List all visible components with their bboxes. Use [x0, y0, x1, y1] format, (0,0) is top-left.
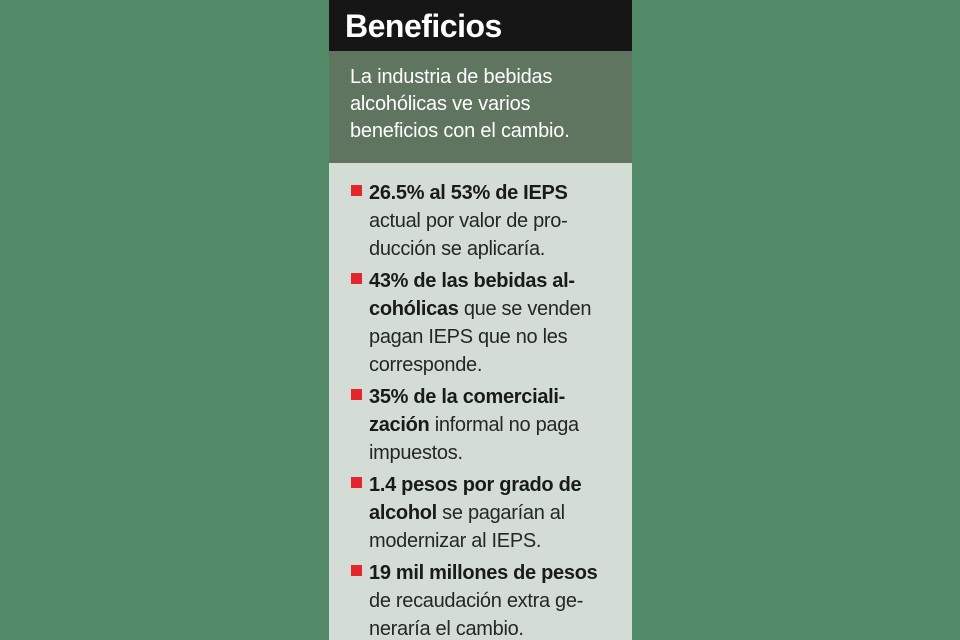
- benefit-line: cohólicas que se venden: [369, 295, 629, 323]
- benefit-text: corresponde.: [369, 354, 483, 376]
- intro-line: beneficios con el cambio.: [350, 120, 570, 142]
- benefit-text: impuestos.: [369, 442, 463, 464]
- intro-box: La industria de bebidas alcohólicas ve v…: [329, 51, 632, 163]
- benefit-text: modernizar al IEPS.: [369, 530, 542, 552]
- benefit-line: neraría el cambio.: [369, 615, 629, 640]
- red-square-bullet-icon: [351, 273, 362, 284]
- intro-line: alcohólicas ve varios: [350, 93, 531, 115]
- red-square-bullet-icon: [351, 185, 362, 196]
- benefit-text: neraría el cambio.: [369, 618, 524, 640]
- benefit-highlight: zación: [369, 414, 430, 436]
- benefit-line: 19 mil millones de pesos: [369, 559, 629, 587]
- red-square-bullet-icon: [351, 389, 362, 400]
- benefit-line: 43% de las bebidas al-: [369, 267, 629, 295]
- benefit-text: de recaudación extra ge-: [369, 590, 584, 612]
- benefit-highlight: alcohol: [369, 502, 437, 524]
- benefit-item: 1.4 pesos por grado de alcohol se pagaría…: [351, 471, 629, 555]
- benefit-text: se pagarían al: [436, 502, 565, 524]
- benefit-highlight: 1.4 pesos por grado de: [369, 474, 582, 496]
- benefit-item: 43% de las bebidas al-cohólicas que se v…: [351, 267, 629, 379]
- intro-line: La industria de bebidas: [350, 66, 553, 88]
- page-title: Beneficios: [345, 8, 502, 44]
- benefit-highlight: cohólicas: [369, 298, 459, 320]
- infographic-card: Beneficios La industria de bebidas alcoh…: [329, 0, 632, 640]
- benefit-line: 26.5% al 53% de IEPS: [369, 179, 629, 207]
- benefit-line: corresponde.: [369, 351, 629, 379]
- benefit-highlight: 35% de la comerciali-: [369, 386, 566, 408]
- benefit-line: de recaudación extra ge-: [369, 587, 629, 615]
- benefit-line: alcohol se pagarían al: [369, 499, 629, 527]
- benefit-highlight: 43% de las bebidas al-: [369, 270, 575, 292]
- benefit-item: 35% de la comerciali-zación informal no …: [351, 383, 629, 467]
- benefit-highlight: 19 mil millones de pesos: [369, 562, 598, 584]
- benefits-list: 26.5% al 53% de IEPS actual por valor de …: [351, 179, 629, 640]
- benefit-line: pagan IEPS que no les: [369, 323, 629, 351]
- intro-text: La industria de bebidas alcohólicas ve v…: [350, 64, 625, 145]
- title-bar: Beneficios: [329, 0, 632, 51]
- benefit-highlight: 26.5% al 53% de IEPS: [369, 182, 568, 204]
- benefit-text: informal no paga: [429, 414, 580, 436]
- benefit-line: 1.4 pesos por grado de: [369, 471, 629, 499]
- benefit-text: actual por valor de pro-: [369, 210, 568, 232]
- benefit-line: actual por valor de pro-: [369, 207, 629, 235]
- red-square-bullet-icon: [351, 565, 362, 576]
- benefit-text: pagan IEPS que no les: [369, 326, 568, 348]
- benefit-text: que se venden: [458, 298, 592, 320]
- benefit-text: ducción se aplicaría.: [369, 238, 546, 260]
- benefit-item: 26.5% al 53% de IEPS actual por valor de …: [351, 179, 629, 263]
- benefit-line: impuestos.: [369, 439, 629, 467]
- benefit-item: 19 mil millones de pesos de recaudación e…: [351, 559, 629, 640]
- red-square-bullet-icon: [351, 477, 362, 488]
- benefit-line: zación informal no paga: [369, 411, 629, 439]
- benefit-line: modernizar al IEPS.: [369, 527, 629, 555]
- benefit-line: 35% de la comerciali-: [369, 383, 629, 411]
- benefit-line: ducción se aplicaría.: [369, 235, 629, 263]
